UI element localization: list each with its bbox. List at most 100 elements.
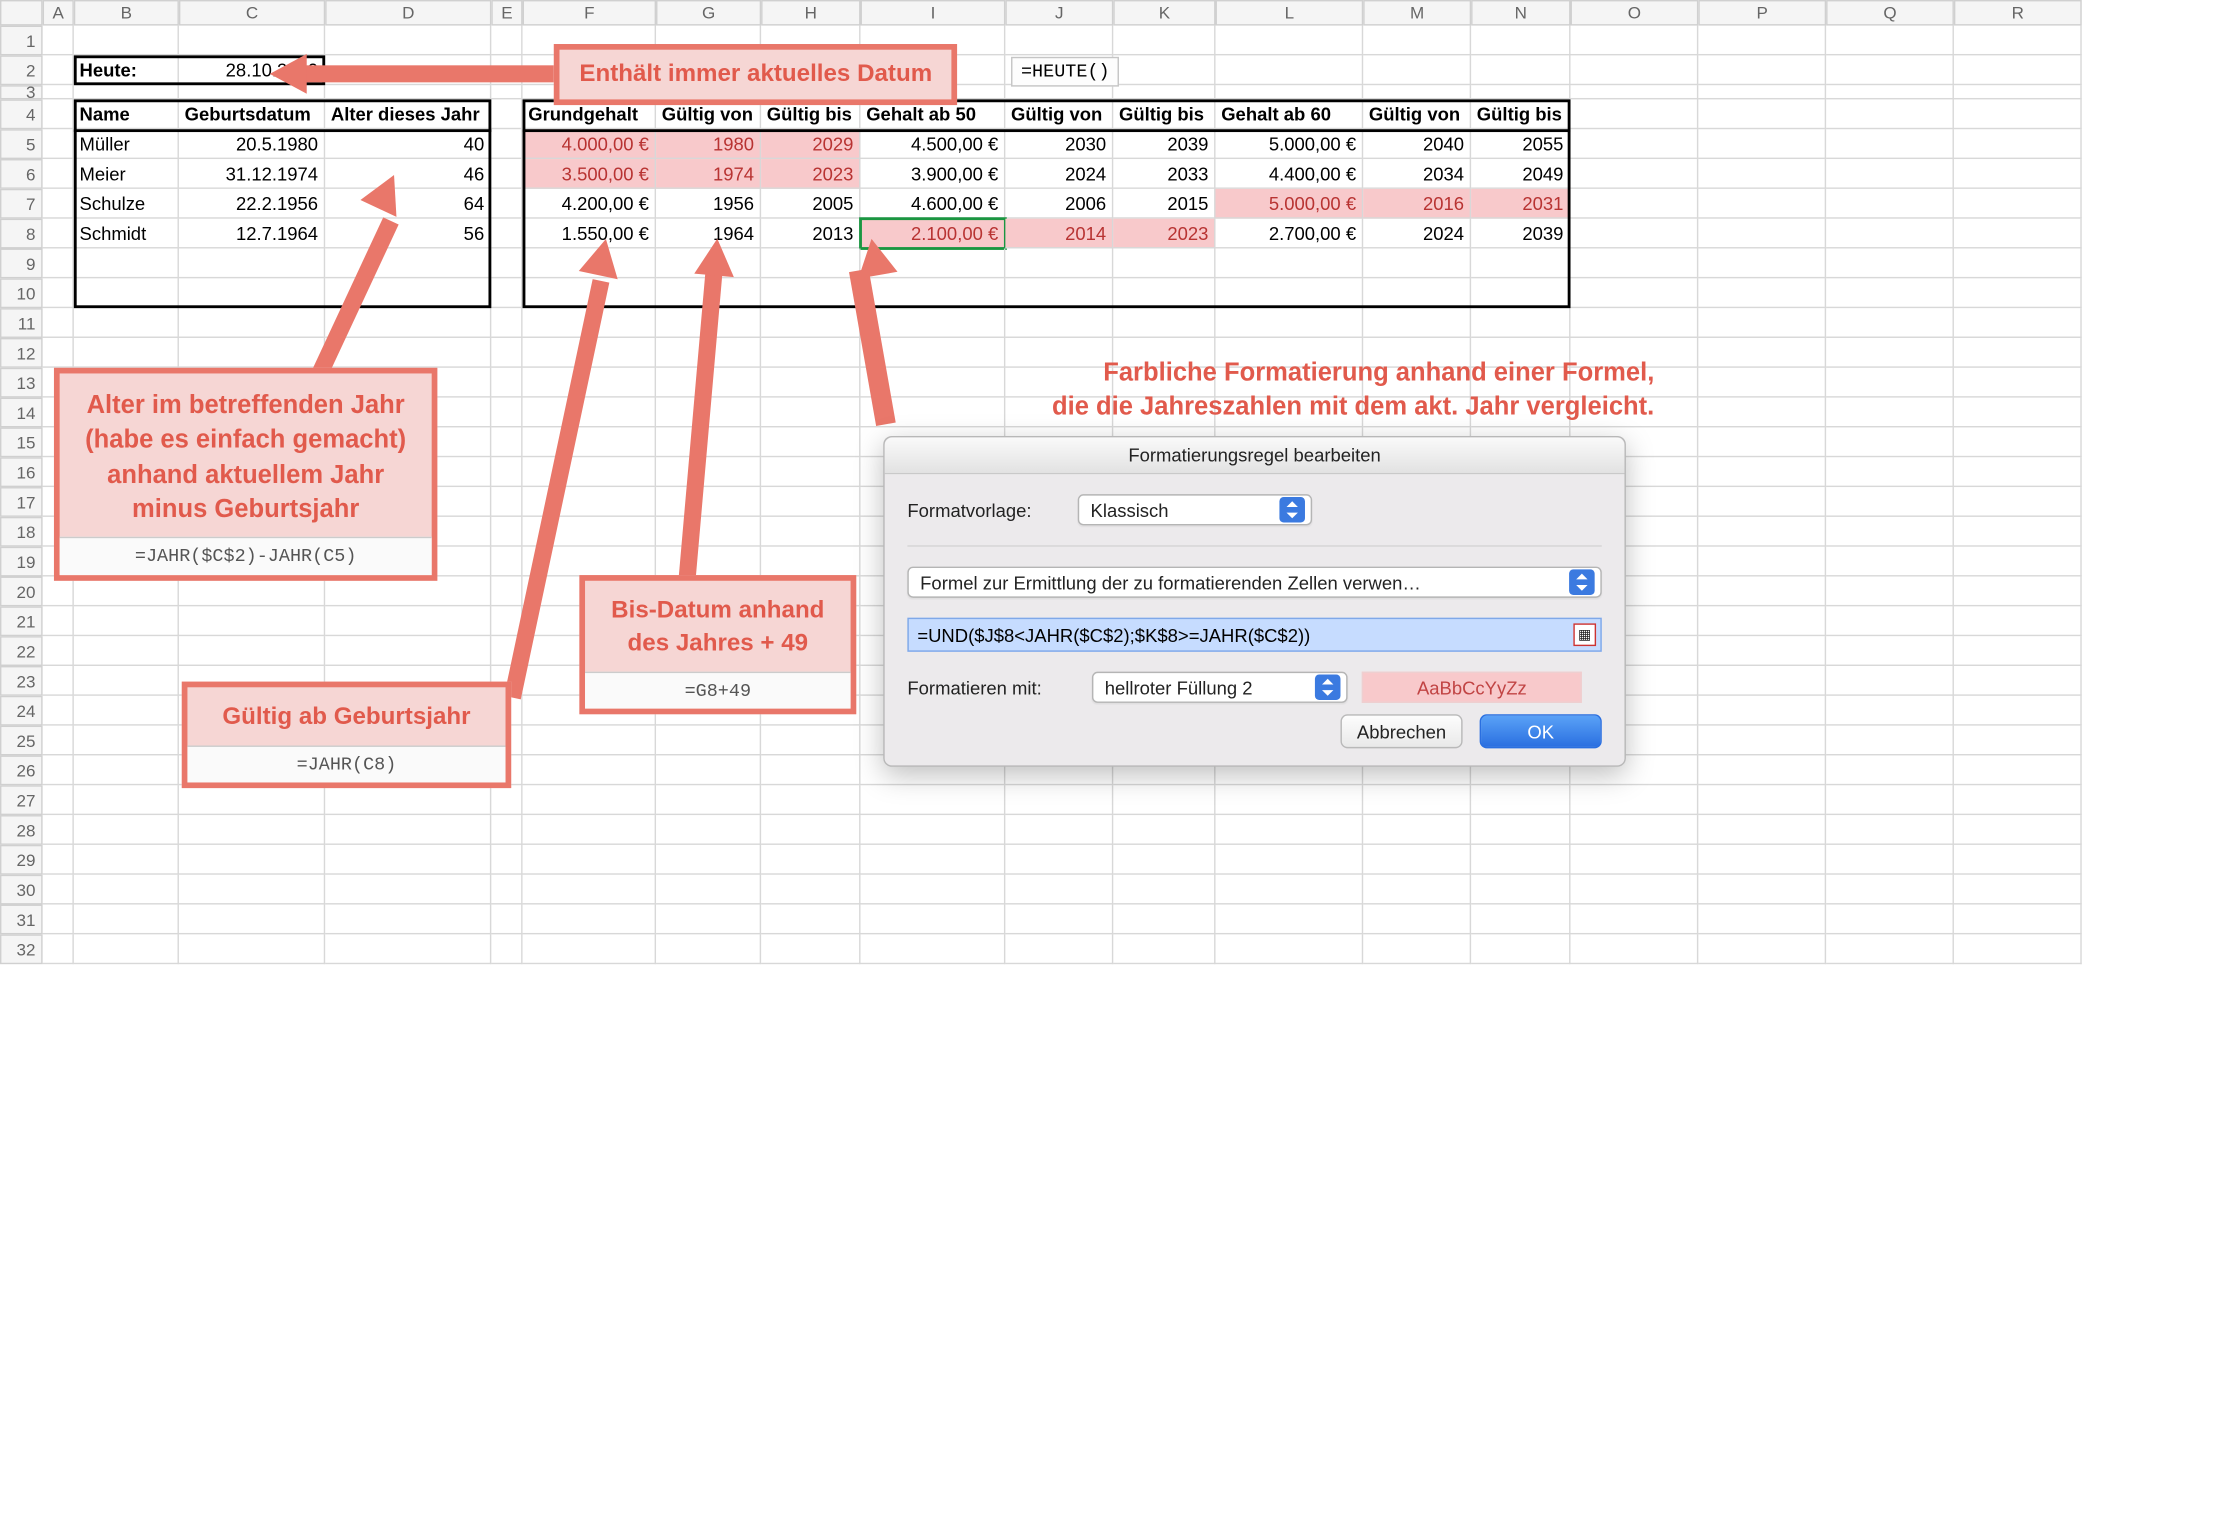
row-header[interactable]: 27 bbox=[0, 785, 43, 815]
cell[interactable] bbox=[1698, 368, 1826, 398]
cell[interactable] bbox=[179, 815, 325, 845]
cell[interactable] bbox=[1826, 636, 1954, 666]
row-header[interactable]: 6 bbox=[0, 159, 43, 189]
cell[interactable] bbox=[1826, 129, 1954, 159]
column-header[interactable]: E bbox=[491, 0, 522, 26]
cell[interactable] bbox=[1954, 55, 2082, 85]
cell[interactable] bbox=[523, 905, 656, 935]
cell[interactable] bbox=[1005, 905, 1113, 935]
cell[interactable] bbox=[1113, 875, 1215, 905]
cell[interactable] bbox=[1005, 26, 1113, 56]
cell[interactable] bbox=[1363, 845, 1471, 875]
cell[interactable] bbox=[491, 398, 522, 428]
cell[interactable]: 5.000,00 € bbox=[1216, 129, 1364, 159]
cell[interactable] bbox=[1363, 26, 1471, 56]
row-header[interactable]: 31 bbox=[0, 905, 43, 935]
cell[interactable] bbox=[1571, 308, 1699, 338]
cell[interactable] bbox=[179, 249, 325, 279]
cell[interactable] bbox=[1363, 785, 1471, 815]
row-header[interactable]: 9 bbox=[0, 249, 43, 279]
cell[interactable] bbox=[179, 934, 325, 964]
cell[interactable] bbox=[1954, 159, 2082, 189]
cell[interactable] bbox=[1826, 55, 1954, 85]
cell[interactable]: 2049 bbox=[1471, 159, 1570, 189]
cell[interactable]: 64 bbox=[325, 189, 491, 219]
cell[interactable] bbox=[761, 934, 860, 964]
cell[interactable]: 2039 bbox=[1113, 129, 1215, 159]
cell[interactable] bbox=[179, 278, 325, 308]
cell[interactable] bbox=[1698, 934, 1826, 964]
cell[interactable] bbox=[43, 85, 74, 99]
column-header[interactable]: I bbox=[861, 0, 1006, 26]
cell[interactable] bbox=[523, 457, 656, 487]
cell[interactable] bbox=[523, 785, 656, 815]
cell[interactable] bbox=[523, 815, 656, 845]
cell[interactable] bbox=[43, 99, 74, 129]
cell[interactable] bbox=[1698, 606, 1826, 636]
cell[interactable] bbox=[1954, 487, 2082, 517]
cell[interactable] bbox=[656, 934, 761, 964]
cell[interactable] bbox=[1954, 815, 2082, 845]
cell[interactable] bbox=[1571, 815, 1699, 845]
cell[interactable] bbox=[43, 726, 74, 756]
cell[interactable] bbox=[325, 875, 491, 905]
cell[interactable] bbox=[1216, 785, 1364, 815]
cell[interactable] bbox=[325, 85, 491, 99]
cell[interactable] bbox=[1698, 55, 1826, 85]
cell[interactable]: 4.400,00 € bbox=[1216, 159, 1364, 189]
cell[interactable] bbox=[1216, 875, 1364, 905]
cell[interactable] bbox=[325, 934, 491, 964]
column-header[interactable]: M bbox=[1363, 0, 1471, 26]
cell[interactable] bbox=[761, 815, 860, 845]
cell[interactable] bbox=[1216, 934, 1364, 964]
cell[interactable] bbox=[1698, 517, 1826, 547]
cell[interactable]: 2.700,00 € bbox=[1216, 219, 1364, 249]
cell[interactable] bbox=[1954, 189, 2082, 219]
cell[interactable] bbox=[325, 845, 491, 875]
column-header[interactable]: B bbox=[74, 0, 179, 26]
cell[interactable] bbox=[491, 159, 522, 189]
cell[interactable] bbox=[1826, 159, 1954, 189]
cell[interactable] bbox=[43, 815, 74, 845]
cell[interactable] bbox=[1363, 308, 1471, 338]
cell[interactable] bbox=[74, 845, 179, 875]
cell[interactable] bbox=[1954, 934, 2082, 964]
cell[interactable]: 20.5.1980 bbox=[179, 129, 325, 159]
cell[interactable] bbox=[43, 308, 74, 338]
cell[interactable] bbox=[761, 249, 860, 279]
cell[interactable] bbox=[1698, 308, 1826, 338]
cell[interactable] bbox=[74, 905, 179, 935]
cell[interactable] bbox=[74, 577, 179, 607]
cell[interactable] bbox=[1571, 129, 1699, 159]
cell[interactable] bbox=[43, 189, 74, 219]
cell[interactable] bbox=[1698, 726, 1826, 756]
cell[interactable] bbox=[1954, 278, 2082, 308]
cell[interactable] bbox=[1826, 875, 1954, 905]
cell[interactable] bbox=[761, 278, 860, 308]
cell[interactable] bbox=[861, 815, 1006, 845]
cell[interactable] bbox=[74, 636, 179, 666]
cell[interactable] bbox=[491, 85, 522, 99]
cell[interactable] bbox=[1005, 815, 1113, 845]
cell[interactable] bbox=[74, 338, 179, 368]
cell[interactable]: Gehalt ab 60 bbox=[1216, 99, 1364, 129]
cell[interactable] bbox=[179, 845, 325, 875]
cell[interactable]: Meier bbox=[74, 159, 179, 189]
cell[interactable] bbox=[491, 785, 522, 815]
cell[interactable]: 2015 bbox=[1113, 189, 1215, 219]
cell[interactable] bbox=[74, 875, 179, 905]
cell[interactable] bbox=[1826, 785, 1954, 815]
select-format-with[interactable]: hellroter Füllung 2 bbox=[1092, 672, 1348, 703]
cell[interactable] bbox=[1216, 249, 1364, 279]
cell[interactable] bbox=[656, 427, 761, 457]
cell[interactable]: 2039 bbox=[1471, 219, 1570, 249]
cell[interactable] bbox=[43, 278, 74, 308]
cell[interactable] bbox=[1471, 26, 1570, 56]
cell[interactable] bbox=[43, 666, 74, 696]
cell[interactable] bbox=[1571, 845, 1699, 875]
cell[interactable] bbox=[656, 547, 761, 577]
cell[interactable]: 2016 bbox=[1363, 189, 1471, 219]
cell[interactable] bbox=[1571, 189, 1699, 219]
cell[interactable] bbox=[861, 875, 1006, 905]
cell[interactable] bbox=[1826, 189, 1954, 219]
